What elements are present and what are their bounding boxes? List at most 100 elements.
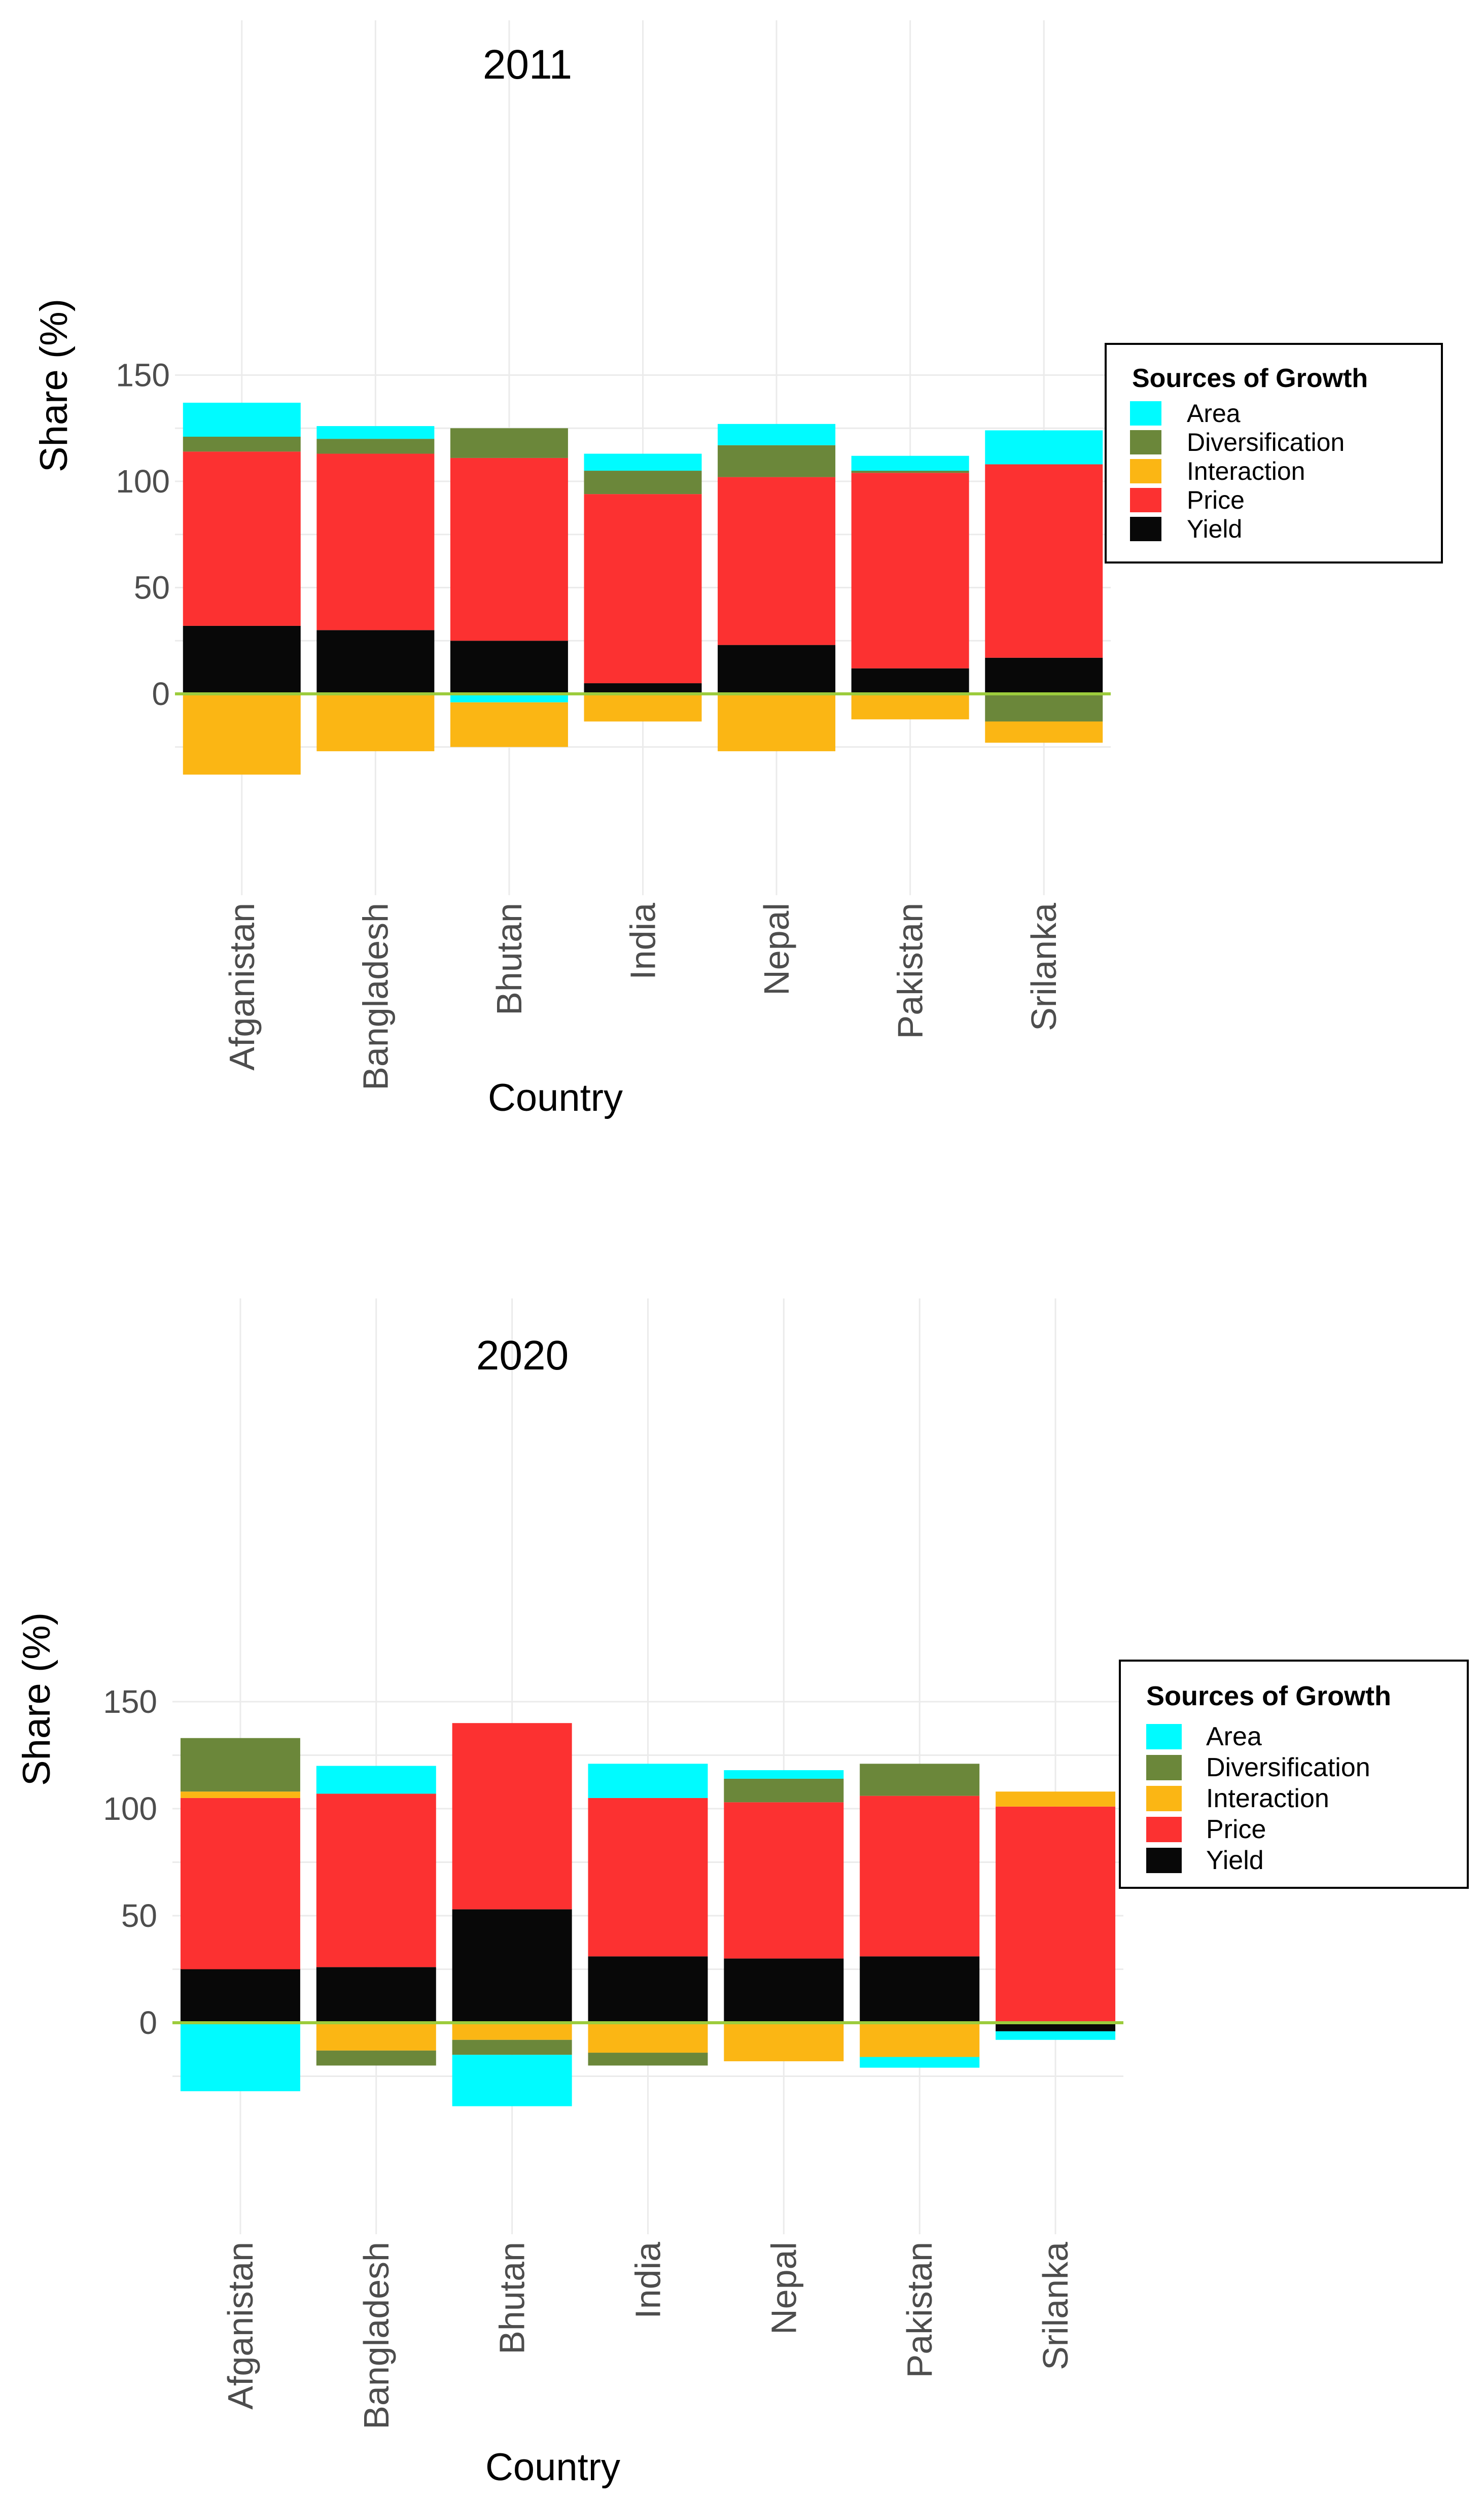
- legend: Sources of Growth AreaDiversificationInt…: [1105, 343, 1443, 564]
- legend-title: Sources of Growth: [1132, 364, 1368, 393]
- bar-area-afganistan: [183, 402, 301, 437]
- legend-swatch-area: [1146, 1724, 1182, 1749]
- bar-area-srilanka: [996, 2031, 1116, 2040]
- bar-price-bangladesh: [316, 1793, 436, 1967]
- legend-label-price: Price: [1206, 1815, 1266, 1844]
- legend-label-area: Area: [1206, 1722, 1262, 1751]
- bar-area-bangladesh: [316, 1766, 436, 1794]
- legend-label-diversification: Diversification: [1187, 428, 1345, 456]
- x-tick-label: Srilanka: [1036, 2242, 1075, 2370]
- legend-box: [1105, 343, 1443, 564]
- bar-price-pakistan: [851, 473, 969, 668]
- x-tick-label: Afganistan: [222, 903, 262, 1071]
- legend-swatch-interaction: [1130, 459, 1161, 483]
- bar-yield-pakistan: [851, 668, 969, 694]
- bar-diversification-pakistan: [851, 471, 969, 473]
- bar-price-srilanka: [996, 1806, 1116, 2023]
- bar-price-nepal: [718, 477, 836, 645]
- bar-yield-bhutan: [450, 641, 568, 694]
- bar-area-afganistan: [180, 2023, 300, 2092]
- bar-interaction-bangladesh: [316, 2023, 436, 2051]
- bar-area-bhutan: [450, 694, 568, 702]
- y-tick-label: 0: [139, 2004, 157, 2041]
- legend-label-yield: Yield: [1206, 1846, 1264, 1875]
- legend-swatch-price: [1130, 488, 1161, 512]
- bar-area-bangladesh: [316, 426, 435, 439]
- bar-price-india: [584, 494, 702, 684]
- bar-price-afganistan: [180, 1798, 300, 1969]
- bar-yield-pakistan: [860, 1956, 980, 2023]
- bar-yield-bangladesh: [316, 1967, 436, 2023]
- y-tick-label: 150: [103, 1683, 157, 1720]
- legend-title: Sources of Growth: [1146, 1681, 1391, 1711]
- bar-area-bhutan: [452, 2055, 572, 2106]
- legend-swatch-price: [1146, 1817, 1182, 1842]
- legend-swatch-yield: [1130, 517, 1161, 541]
- y-axis-title: Share (%): [32, 299, 76, 472]
- bar-price-afganistan: [183, 451, 301, 626]
- legend-label-yield: Yield: [1187, 515, 1242, 543]
- legend-label-diversification: Diversification: [1206, 1753, 1370, 1782]
- legend-label-price: Price: [1187, 486, 1245, 514]
- legend-swatch-interaction: [1146, 1786, 1182, 1811]
- x-tick-label: Nepal: [757, 903, 796, 996]
- bar-area-pakistan: [851, 455, 969, 471]
- bar-diversification-bhutan: [452, 2039, 572, 2055]
- bar-yield-afganistan: [183, 625, 301, 694]
- bar-price-nepal: [724, 1802, 844, 1959]
- bar-diversification-nepal: [718, 445, 836, 477]
- bar-yield-india: [584, 683, 702, 694]
- legend-label-interaction: Interaction: [1187, 457, 1305, 485]
- bar-interaction-nepal: [724, 2023, 844, 2061]
- bar-diversification-india: [584, 471, 702, 495]
- legend-label-area: Area: [1187, 399, 1241, 428]
- y-tick-label: 100: [103, 1790, 157, 1827]
- y-tick-label: 150: [116, 357, 170, 394]
- chart-2020: 0 50 100 150 Afganistan Bangladesh Bhutan India…: [15, 1298, 1469, 2489]
- legend-swatch-diversification: [1146, 1755, 1182, 1780]
- y-axis-title: Share (%): [15, 1612, 58, 1786]
- bar-area-srilanka: [985, 430, 1103, 465]
- bar-yield-srilanka: [985, 657, 1103, 694]
- bar-interaction-pakistan: [860, 2023, 980, 2057]
- bar-yield-nepal: [718, 645, 836, 694]
- legend-swatch-yield: [1146, 1848, 1182, 1873]
- y-tick-label: 50: [121, 1897, 157, 1934]
- bar-price-srilanka: [985, 464, 1103, 658]
- y-tick-label: 50: [134, 570, 170, 606]
- bar-interaction-bhutan: [450, 702, 568, 747]
- chart-title: 2020: [476, 1332, 569, 1379]
- x-tick-label: Bhutan: [489, 903, 529, 1015]
- bar-diversification-bangladesh: [316, 439, 435, 454]
- legend-label-interaction: Interaction: [1206, 1784, 1329, 1813]
- bar-price-bhutan: [450, 457, 568, 641]
- x-tick-label: Bangladesh: [356, 903, 395, 1090]
- bar-area-india: [588, 1764, 708, 1798]
- bar-interaction-bangladesh: [316, 694, 435, 752]
- bar-interaction-srilanka: [985, 721, 1103, 743]
- x-tick-label: Pakistan: [900, 2242, 939, 2378]
- chart-title: 2011: [483, 42, 572, 88]
- y-tick-label: 0: [152, 676, 170, 712]
- x-tick-label: Afganistan: [221, 2242, 260, 2410]
- bar-yield-srilanka: [996, 2023, 1116, 2031]
- bar-yield-india: [588, 1956, 708, 2023]
- x-tick-label: Pakistan: [891, 903, 930, 1039]
- bar-price-pakistan: [860, 1796, 980, 1957]
- x-tick-label: Bangladesh: [357, 2242, 396, 2430]
- bar-interaction-pakistan: [851, 694, 969, 720]
- bar-interaction-nepal: [718, 694, 836, 752]
- bar-interaction-srilanka: [996, 1791, 1116, 1807]
- bar-interaction-india: [588, 2023, 708, 2053]
- x-tick-label: India: [628, 2242, 668, 2319]
- bar-yield-bangladesh: [316, 630, 435, 694]
- bar-area-nepal: [718, 424, 836, 445]
- x-axis-title: Country: [485, 2446, 620, 2489]
- bar-area-nepal: [724, 1770, 844, 1779]
- chart-2011: 0 50 100 150 Afganistan Bangladesh Bhutan India…: [32, 20, 1443, 1119]
- bar-diversification-india: [588, 2053, 708, 2066]
- x-tick-label: Bhutan: [492, 2242, 532, 2354]
- y-tick-label: 100: [116, 463, 170, 500]
- bar-diversification-afganistan: [180, 1738, 300, 1792]
